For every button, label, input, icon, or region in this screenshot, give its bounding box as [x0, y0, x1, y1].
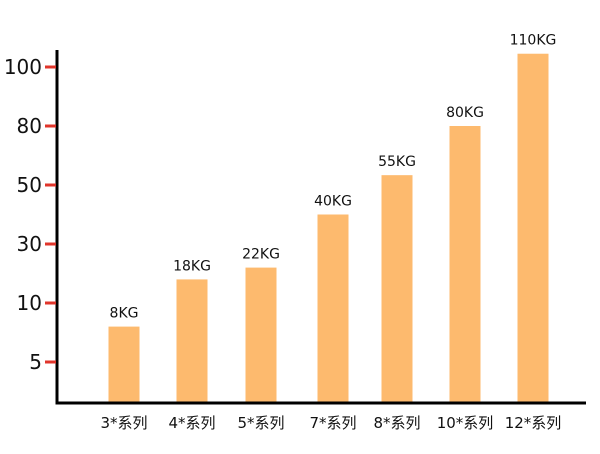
- bar-data-label: 22KG: [242, 247, 280, 263]
- x-tick-label: 12*系列: [505, 414, 562, 432]
- y-tick-label: 5: [29, 350, 42, 374]
- bar: [176, 279, 208, 403]
- y-axis: 5 10 30 50 80 100: [4, 50, 59, 405]
- y-tick-label: 80: [17, 114, 42, 138]
- x-tick-label: 7*系列: [309, 414, 356, 432]
- bars-group: 8KG 18KG 22KG 40KG 55KG 80KG 110KG: [108, 33, 557, 403]
- bar: [449, 126, 481, 403]
- bar-data-label: 8KG: [110, 306, 139, 322]
- bar-data-label: 40KG: [314, 194, 352, 210]
- bar-data-label: 110KG: [510, 33, 557, 49]
- bar-data-label: 80KG: [446, 105, 484, 121]
- bar: [381, 175, 413, 403]
- x-tick-label: 4*系列: [168, 414, 215, 432]
- y-tick-label: 10: [17, 291, 42, 315]
- x-tick-label: 8*系列: [373, 414, 420, 432]
- bar: [317, 214, 349, 403]
- x-tick-label: 5*系列: [237, 414, 284, 432]
- x-axis: 3*系列 4*系列 5*系列 7*系列 8*系列 10*系列 12*系列: [55, 401, 586, 432]
- bar: [108, 326, 140, 403]
- x-tick-label: 3*系列: [100, 414, 147, 432]
- bar-data-label: 18KG: [173, 258, 211, 274]
- y-tick-label: 50: [17, 173, 42, 197]
- y-tick-label: 30: [17, 232, 42, 256]
- bar: [517, 53, 549, 403]
- x-tick-label: 10*系列: [437, 414, 494, 432]
- bar: [245, 267, 277, 403]
- y-tick-label: 100: [4, 55, 42, 79]
- bar-data-label: 55KG: [378, 154, 416, 170]
